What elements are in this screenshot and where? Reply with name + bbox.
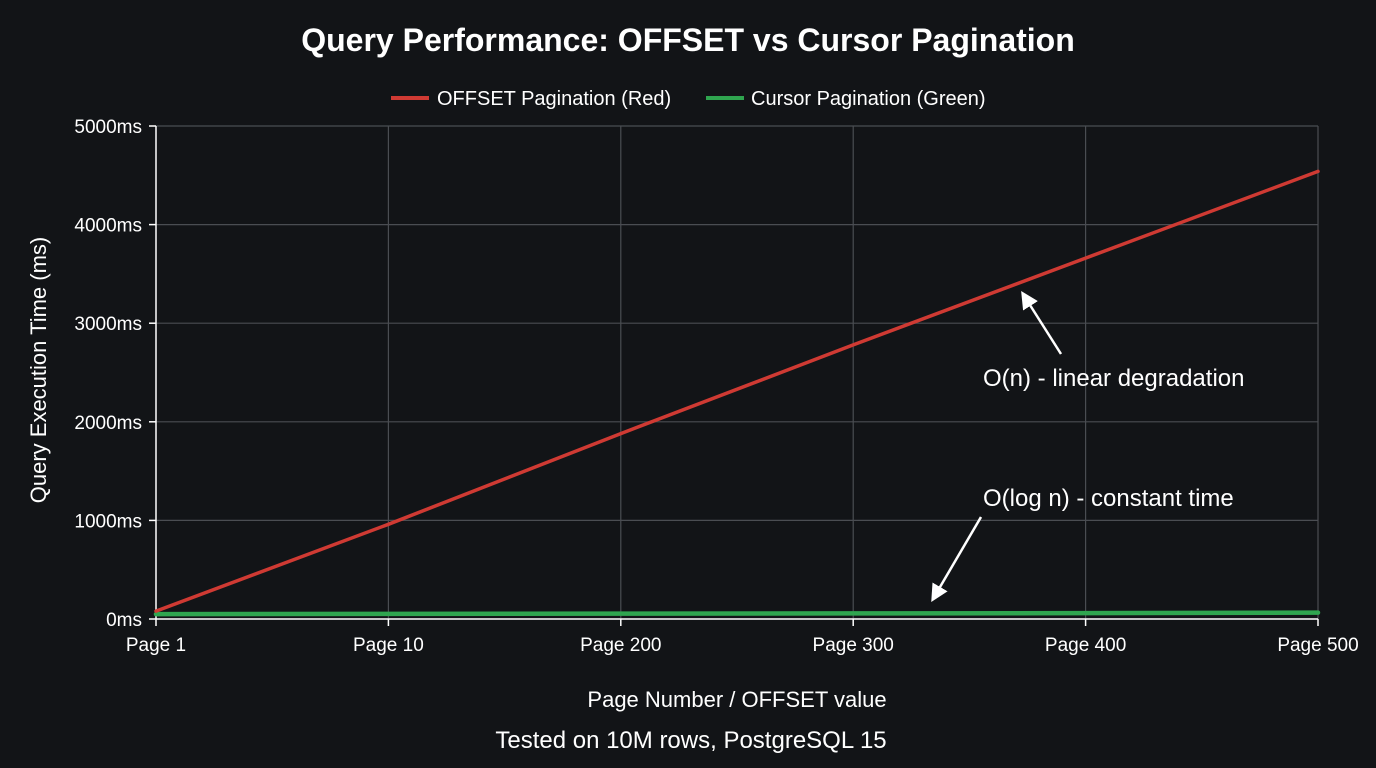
series-line-cursor [153, 610, 1321, 617]
annotations: O(n) - linear degradation O(log n) - cons… [931, 291, 1244, 603]
series-line-offset [154, 169, 1320, 613]
x-tick-label: Page 10 [353, 635, 424, 656]
x-axis-label: Page Number / OFFSET value [587, 687, 886, 712]
annotation-offset: O(n) - linear degradation [983, 365, 1244, 392]
tick-labels: 0ms 1000ms 2000ms 3000ms 4000ms 5000ms Page 1 P… [74, 117, 1358, 656]
x-tick-label: Page 300 [813, 635, 894, 656]
annotation-arrow-offset [1021, 291, 1063, 355]
y-tick-label: 1000ms [74, 511, 142, 532]
series [153, 169, 1321, 617]
y-tick-label: 4000ms [74, 216, 142, 237]
y-tick-label: 5000ms [74, 117, 142, 138]
y-tick-label: 3000ms [74, 314, 142, 335]
x-tick-label: Page 500 [1277, 635, 1358, 656]
legend-label-offset: OFFSET Pagination (Red) [437, 88, 671, 110]
y-axis-label: Query Execution Time (ms) [26, 237, 51, 504]
axes [149, 125, 1319, 626]
y-tick-label: 0ms [106, 610, 142, 631]
annotation-cursor: O(log n) - constant time [983, 485, 1234, 512]
y-tick-label: 2000ms [74, 413, 142, 434]
legend-label-cursor: Cursor Pagination (Green) [751, 88, 986, 110]
grid [156, 125, 1319, 619]
annotation-arrow-cursor [931, 516, 983, 603]
chart-title: Query Performance: OFFSET vs Cursor Pagi… [301, 22, 1075, 58]
legend: OFFSET Pagination (Red) Cursor Paginatio… [391, 88, 986, 110]
x-tick-label: Page 400 [1045, 635, 1126, 656]
x-tick-label: Page 1 [126, 635, 186, 656]
x-tick-label: Page 200 [580, 635, 661, 656]
footnote: Tested on 10M rows, PostgreSQL 15 [495, 727, 886, 754]
